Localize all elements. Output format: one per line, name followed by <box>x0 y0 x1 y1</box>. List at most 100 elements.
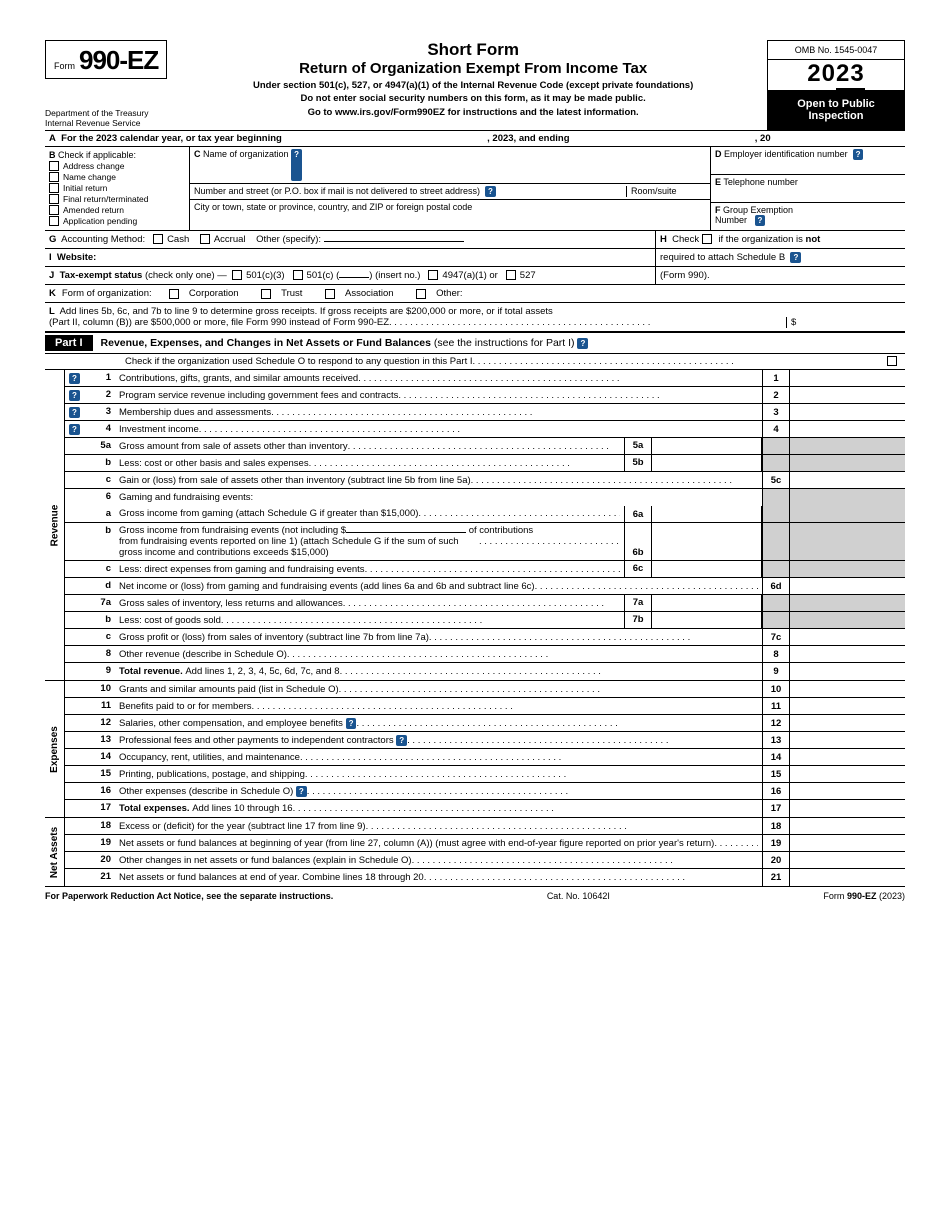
line-17-value[interactable] <box>790 800 905 817</box>
line-20: 20Other changes in net assets or fund ba… <box>65 852 905 869</box>
help-icon[interactable]: ? <box>69 424 80 435</box>
line-16: 16Other expenses (describe in Schedule O… <box>65 783 905 800</box>
line-6d: dNet income or (loss) from gaming and fu… <box>65 578 905 595</box>
section-b: B Check if applicable: Address change Na… <box>45 147 190 230</box>
check-accrual[interactable] <box>200 234 210 244</box>
line-5a-value[interactable] <box>652 438 762 454</box>
line-7c-value[interactable] <box>790 629 905 645</box>
section-d: D Employer identification number ? <box>711 147 905 175</box>
help-icon[interactable]: ? <box>577 338 588 349</box>
line-8-value[interactable] <box>790 646 905 662</box>
line-6a-value[interactable] <box>652 506 762 522</box>
line-18-value[interactable] <box>790 818 905 834</box>
line-6c: cLess: direct expenses from gaming and f… <box>65 561 905 578</box>
check-initial-return[interactable]: Initial return <box>49 183 185 193</box>
line-4-value[interactable] <box>790 421 905 437</box>
line-2: ?2Program service revenue including gove… <box>65 387 905 404</box>
section-def: D Employer identification number ? E Tel… <box>710 147 905 230</box>
check-trust[interactable] <box>261 289 271 299</box>
line-1: ?1Contributions, gifts, grants, and simi… <box>65 370 905 387</box>
check-cash[interactable] <box>153 234 163 244</box>
line-5b: bLess: cost or other basis and sales exp… <box>65 455 905 472</box>
check-schedule-b[interactable] <box>702 234 712 244</box>
line-19-value[interactable] <box>790 835 905 851</box>
line-5b-value[interactable] <box>652 455 762 471</box>
help-icon[interactable]: ? <box>755 215 766 226</box>
check-amended-return[interactable]: Amended return <box>49 205 185 215</box>
check-association[interactable] <box>325 289 335 299</box>
line-7a-value[interactable] <box>652 595 762 611</box>
check-527[interactable] <box>506 270 516 280</box>
line-5c-value[interactable] <box>790 472 905 488</box>
line-2-value[interactable] <box>790 387 905 403</box>
section-j: J Tax-exempt status (check only one) — 5… <box>45 267 905 285</box>
line-7b-value[interactable] <box>652 612 762 628</box>
section-f: F Group Exemption Number ? <box>711 203 905 230</box>
form-number-box: Form 990-EZ <box>45 40 167 79</box>
help-icon[interactable]: ? <box>296 786 307 797</box>
line-20-value[interactable] <box>790 852 905 868</box>
line-7a: 7aGross sales of inventory, less returns… <box>65 595 905 612</box>
check-4947a1[interactable] <box>428 270 438 280</box>
line-9: 9Total revenue. Add lines 1, 2, 3, 4, 5c… <box>65 663 905 680</box>
expenses-section: Expenses 10Grants and similar amounts pa… <box>45 681 905 818</box>
revenue-label: Revenue <box>45 370 65 680</box>
line-8: 8Other revenue (describe in Schedule O)8 <box>65 646 905 663</box>
line-16-value[interactable] <box>790 783 905 799</box>
line-5a: 5aGross amount from sale of assets other… <box>65 438 905 455</box>
room-suite: Room/suite <box>626 186 706 197</box>
check-other-org[interactable] <box>416 289 426 299</box>
help-icon[interactable]: ? <box>291 149 302 181</box>
dept-irs: Internal Revenue Service <box>45 118 179 128</box>
check-address-change[interactable]: Address change <box>49 161 185 171</box>
line-11: 11Benefits paid to or for members11 <box>65 698 905 715</box>
line-6d-value[interactable] <box>790 578 905 594</box>
check-name-change[interactable]: Name change <box>49 172 185 182</box>
line-21: 21Net assets or fund balances at end of … <box>65 869 905 886</box>
help-icon[interactable]: ? <box>853 149 864 160</box>
line-6b-value[interactable] <box>652 523 762 560</box>
form-footer-ref: Form 990-EZ (2023) <box>823 891 905 901</box>
check-final-return[interactable]: Final return/terminated <box>49 194 185 204</box>
help-icon[interactable]: ? <box>396 735 407 746</box>
line-13-value[interactable] <box>790 732 905 748</box>
line-15-value[interactable] <box>790 766 905 782</box>
line-14-value[interactable] <box>790 749 905 765</box>
netassets-section: Net Assets 18Excess or (deficit) for the… <box>45 818 905 886</box>
line-9-value[interactable] <box>790 663 905 680</box>
help-icon[interactable]: ? <box>69 390 80 401</box>
help-icon[interactable]: ? <box>485 186 496 197</box>
check-application-pending[interactable]: Application pending <box>49 216 185 226</box>
line-6a: aGross income from gaming (attach Schedu… <box>65 506 905 523</box>
line-12-value[interactable] <box>790 715 905 731</box>
check-corporation[interactable] <box>169 289 179 299</box>
line-10: 10Grants and similar amounts paid (list … <box>65 681 905 698</box>
line-11-value[interactable] <box>790 698 905 714</box>
help-icon[interactable]: ? <box>69 373 80 384</box>
help-icon[interactable]: ? <box>69 407 80 418</box>
section-a: A For the 2023 calendar year, or tax yea… <box>45 131 905 147</box>
right-header-box: OMB No. 1545-0047 2023 Open to Public In… <box>767 40 905 130</box>
line-6c-value[interactable] <box>652 561 762 577</box>
check-501c3[interactable] <box>232 270 242 280</box>
line-1-value[interactable] <box>790 370 905 386</box>
line-3-value[interactable] <box>790 404 905 420</box>
check-501c[interactable] <box>293 270 303 280</box>
line-10-value[interactable] <box>790 681 905 697</box>
section-bcdef: B Check if applicable: Address change Na… <box>45 147 905 231</box>
line-3: ?3Membership dues and assessments3 <box>65 404 905 421</box>
city-field: City or town, state or province, country… <box>194 202 472 228</box>
paperwork-notice: For Paperwork Reduction Act Notice, see … <box>45 891 333 901</box>
subtitle-3: Go to www.irs.gov/Form990EZ for instruct… <box>187 106 759 119</box>
cat-number: Cat. No. 10642I <box>547 891 610 901</box>
omb-number: OMB No. 1545-0047 <box>767 40 905 59</box>
form-number: 990-EZ <box>79 45 158 76</box>
check-schedule-o[interactable] <box>887 356 897 366</box>
dept-block: Department of the Treasury Internal Reve… <box>45 108 179 130</box>
line-13: 13Professional fees and other payments t… <box>65 732 905 749</box>
line-21-value[interactable] <box>790 869 905 886</box>
form-label: Form <box>54 61 75 71</box>
help-icon[interactable]: ? <box>346 718 357 729</box>
line-19: 19Net assets or fund balances at beginni… <box>65 835 905 852</box>
help-icon[interactable]: ? <box>790 252 801 263</box>
